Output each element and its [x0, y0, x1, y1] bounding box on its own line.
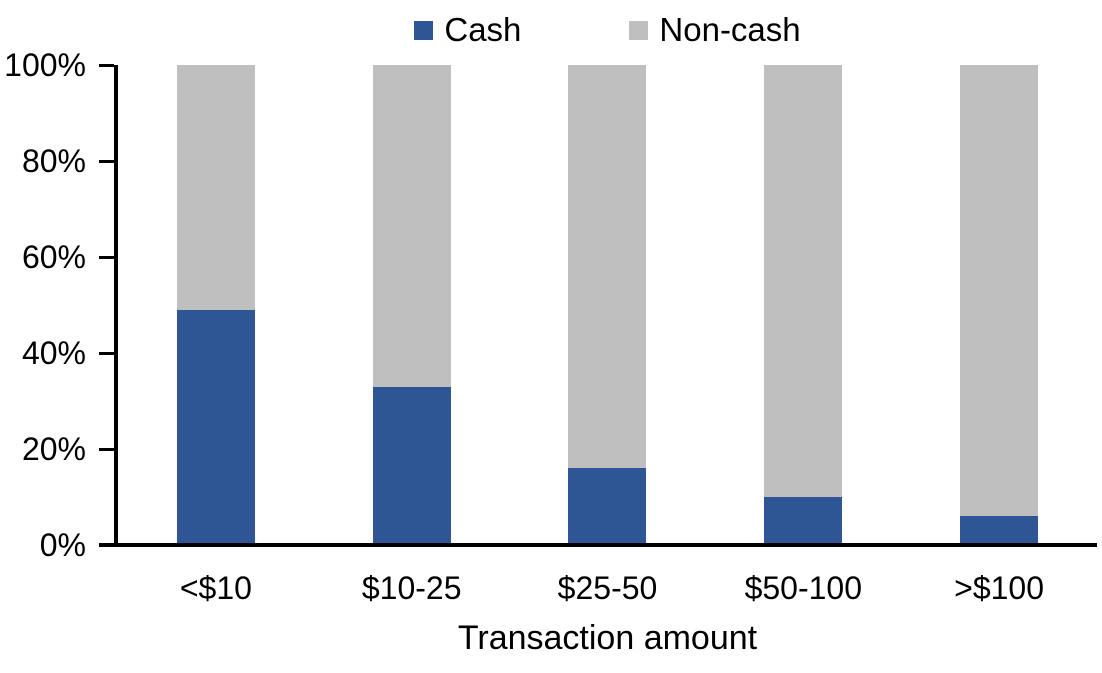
bars-container	[118, 65, 1097, 545]
x-axis-tick-label-25-50: $25-50	[557, 570, 658, 606]
bar-10	[118, 65, 314, 545]
plot-area	[99, 63, 1097, 547]
x-axis-tick-label-100: >$100	[954, 570, 1045, 606]
x-axis-tick-label-10-25: $10-25	[361, 570, 462, 606]
legend-swatch-cash-icon	[414, 20, 434, 40]
x-axis-title: Transaction amount	[457, 619, 758, 657]
y-axis-tick	[99, 63, 114, 67]
bar-segment-non-cash-10	[176, 65, 255, 310]
chart-legend: Cash Non-cash	[118, 11, 1097, 49]
y-axis-tick	[99, 543, 114, 547]
bar-10-25	[314, 65, 510, 545]
bar-segment-non-cash-25-50	[568, 65, 647, 469]
y-axis-tick-label: 80%	[21, 143, 86, 179]
y-axis-tick-label: 20%	[21, 431, 86, 467]
legend-item-cash: Cash	[414, 11, 521, 49]
bar-segment-cash-50-100	[764, 497, 843, 545]
bar-segment-cash-10-25	[372, 386, 451, 545]
bar-50-100	[705, 65, 901, 545]
y-axis-tick-label: 100%	[4, 47, 86, 83]
bar-segment-cash-100	[960, 516, 1039, 545]
legend-item-non-cash: Non-cash	[629, 11, 801, 49]
bar-segment-non-cash-100	[960, 65, 1039, 517]
y-axis-tick	[99, 159, 114, 163]
bar-100	[901, 65, 1097, 545]
y-axis-tick	[99, 447, 114, 451]
bar-segment-cash-25-50	[568, 468, 647, 545]
bar-segment-cash-10	[176, 309, 255, 545]
bar-segment-non-cash-50-100	[764, 65, 843, 497]
legend-label-cash: Cash	[444, 11, 522, 48]
y-axis-tick-label: 0%	[39, 527, 86, 563]
y-axis-tick-label: 60%	[21, 239, 86, 275]
legend-swatch-non-cash-icon	[629, 20, 649, 40]
x-axis-tick-label-50-100: $50-100	[744, 570, 862, 606]
bar-25-50	[510, 65, 706, 545]
y-axis-tick	[99, 255, 114, 259]
bar-segment-non-cash-10-25	[372, 65, 451, 387]
x-axis-labels: <$10 $10-25 $25-50 $50-100 >$100	[118, 569, 1097, 607]
x-axis-tick-label-10: <$10	[179, 570, 252, 606]
y-axis-tick-label: 40%	[21, 335, 86, 371]
legend-label-non-cash: Non-cash	[659, 11, 801, 48]
y-axis-tick	[99, 351, 114, 355]
x-axis-line	[99, 543, 1097, 547]
